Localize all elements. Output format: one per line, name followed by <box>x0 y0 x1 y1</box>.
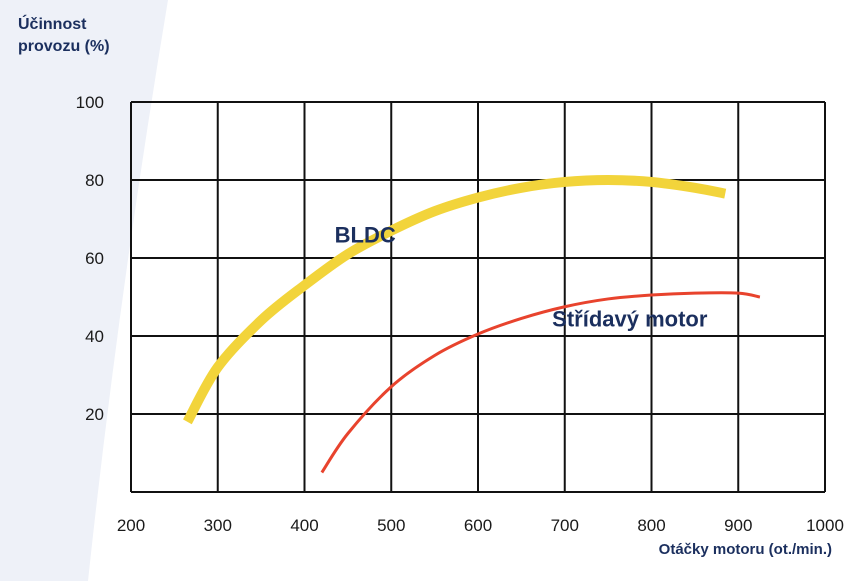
y-tick-label: 40 <box>85 327 104 346</box>
x-tick-label: 600 <box>464 516 492 535</box>
y-tick-label: 80 <box>85 171 104 190</box>
y-axis-label: Účinnost provozu (%) <box>18 14 110 58</box>
x-tick-label: 500 <box>377 516 405 535</box>
series-line-bldc <box>182 174 727 425</box>
y-tick-label: 100 <box>76 93 104 112</box>
x-tick-label: 300 <box>204 516 232 535</box>
y-axis-label-line-2: provozu (%) <box>18 38 110 55</box>
y-axis-label-line-1: Účinnost <box>18 16 87 33</box>
x-tick-label: 900 <box>724 516 752 535</box>
x-tick-label: 1000 <box>806 516 844 535</box>
x-axis-label: Otáčky motoru (ot./min.) <box>658 541 832 558</box>
x-tick-label: 400 <box>290 516 318 535</box>
x-tick-label: 800 <box>637 516 665 535</box>
x-tick-label: 200 <box>117 516 145 535</box>
background-arc <box>0 0 168 581</box>
x-tick-label: 700 <box>551 516 579 535</box>
y-tick-label: 60 <box>85 249 104 268</box>
series-line-ac-motor <box>320 291 761 474</box>
y-tick-label: 20 <box>85 405 104 424</box>
series-label: BLDC <box>335 222 396 247</box>
series-label: Střídavý motor <box>552 306 708 331</box>
